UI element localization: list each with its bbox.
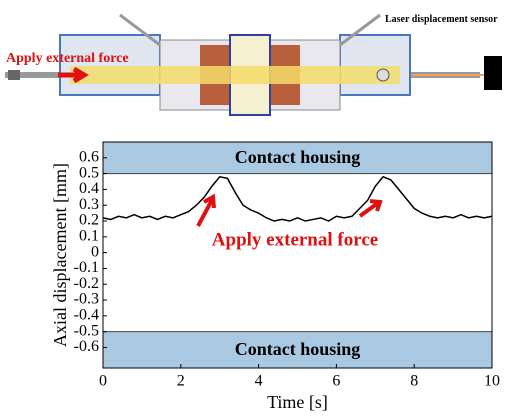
y-tick-label: 0.5 [79, 164, 99, 181]
x-tick-label: 6 [332, 373, 340, 390]
y-tick-label: -0.1 [74, 259, 99, 276]
band-label: Contact housing [235, 339, 361, 359]
y-tick-label: 0.4 [79, 180, 99, 197]
target [377, 69, 389, 81]
y-tick-label: -0.2 [74, 275, 99, 292]
y-axis-label: Axial displacement [mm] [50, 163, 70, 347]
force-label: Apply external force [6, 51, 129, 66]
x-tick-label: 2 [177, 373, 185, 390]
y-tick-label: -0.5 [74, 322, 99, 339]
page: {"diagram": {"force_label": "Apply exter… [0, 0, 508, 412]
laser-sensor [484, 56, 502, 90]
end-cap [8, 70, 20, 80]
x-tick-label: 4 [255, 373, 263, 390]
figure: Apply external force Laser displacement … [0, 0, 508, 412]
y-tick-label: 0.3 [79, 196, 99, 213]
y-tick-label: -0.4 [74, 307, 99, 324]
y-tick-label: 0.2 [79, 212, 99, 229]
band-label: Contact housing [235, 147, 361, 167]
y-tick-label: 0.6 [79, 148, 99, 165]
y-tick-label: -0.3 [74, 291, 99, 308]
annotation-arrow [360, 201, 380, 216]
x-axis-label: Time [s] [267, 392, 328, 412]
annotation: Apply external force [212, 229, 378, 250]
x-tick-label: 0 [99, 373, 107, 390]
mechanism-diagram: Apply external force Laser displacement … [5, 14, 502, 115]
shaft [70, 66, 400, 84]
right-housing [340, 35, 410, 95]
y-tick-label: 0 [91, 243, 99, 260]
y-tick-label: -0.6 [74, 338, 99, 355]
sensor-label: Laser displacement sensor [385, 14, 498, 25]
x-tick-label: 10 [484, 373, 500, 390]
x-tick-label: 8 [410, 373, 418, 390]
data-line [103, 177, 492, 221]
y-tick-label: 0.1 [79, 227, 99, 244]
